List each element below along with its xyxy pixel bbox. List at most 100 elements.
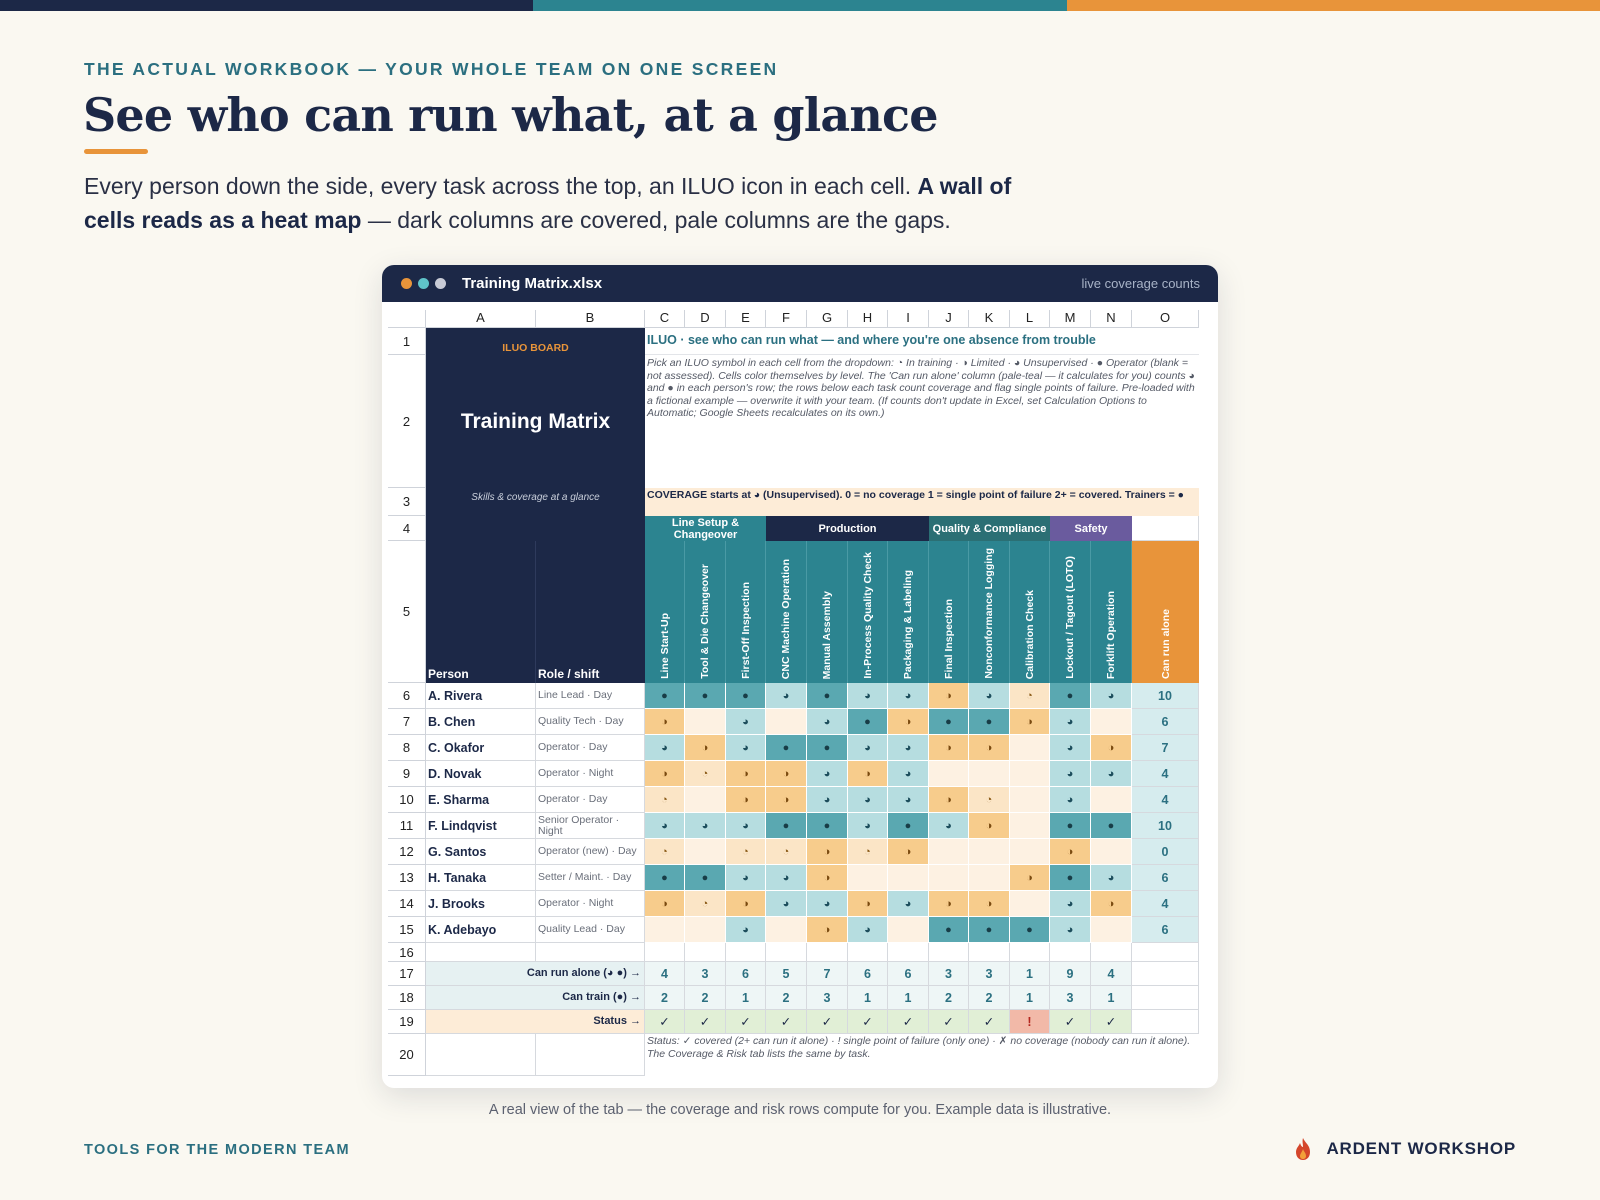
skill-cell[interactable]: ● — [807, 813, 848, 839]
skill-cell[interactable]: ◑ — [969, 735, 1010, 761]
summary-value[interactable]: 5 — [766, 962, 807, 986]
column-header-g[interactable]: G — [807, 310, 848, 328]
skill-cell[interactable]: ◑ — [1050, 839, 1091, 865]
skill-cell[interactable]: ◕ — [645, 813, 685, 839]
skill-cell[interactable]: ◕ — [726, 709, 766, 735]
skill-cell[interactable]: ● — [888, 813, 929, 839]
skill-cell[interactable]: ◕ — [685, 813, 726, 839]
column-header-m[interactable]: M — [1050, 310, 1091, 328]
skill-cell[interactable] — [1091, 839, 1132, 865]
skill-cell[interactable] — [685, 917, 726, 943]
skill-cell[interactable]: ● — [645, 683, 685, 709]
person-role[interactable]: Quality Lead · Day — [536, 917, 645, 943]
skill-cell[interactable]: ◔ — [969, 787, 1010, 813]
skill-cell[interactable]: ◕ — [1091, 865, 1132, 891]
skill-cell[interactable] — [1091, 709, 1132, 735]
skill-cell[interactable]: ◑ — [969, 891, 1010, 917]
skill-cell[interactable]: ◕ — [807, 761, 848, 787]
skill-cell[interactable]: ◕ — [807, 891, 848, 917]
skill-cell[interactable]: ◕ — [969, 683, 1010, 709]
summary-value[interactable]: 6 — [726, 962, 766, 986]
skill-cell[interactable]: ◑ — [848, 891, 888, 917]
skill-cell[interactable]: ◑ — [929, 787, 969, 813]
column-header-j[interactable]: J — [929, 310, 969, 328]
skill-cell[interactable]: ◕ — [807, 709, 848, 735]
person-role[interactable]: Operator · Night — [536, 891, 645, 917]
person-role[interactable]: Operator · Day — [536, 735, 645, 761]
skill-cell[interactable] — [766, 709, 807, 735]
skill-cell[interactable]: ◕ — [848, 683, 888, 709]
skill-cell[interactable] — [766, 917, 807, 943]
column-header-d[interactable]: D — [685, 310, 726, 328]
row-number-3[interactable]: 3 — [388, 488, 426, 516]
skill-cell[interactable]: ● — [969, 917, 1010, 943]
row-number-19[interactable]: 19 — [388, 1010, 426, 1034]
skill-cell[interactable]: ◕ — [888, 735, 929, 761]
person-name[interactable]: E. Sharma — [426, 787, 536, 813]
person-name[interactable]: H. Tanaka — [426, 865, 536, 891]
skill-cell[interactable]: ◕ — [929, 813, 969, 839]
skill-cell[interactable]: ◕ — [1091, 683, 1132, 709]
summary-value[interactable]: 2 — [685, 986, 726, 1010]
blank-cell[interactable] — [888, 943, 929, 962]
task-header-6[interactable]: In-Process Quality Check — [848, 541, 888, 683]
summary-value[interactable]: ✓ — [888, 1010, 929, 1034]
skill-cell[interactable]: ● — [766, 735, 807, 761]
skill-cell[interactable]: ◑ — [969, 813, 1010, 839]
skill-cell[interactable]: ◔ — [645, 787, 685, 813]
skill-cell[interactable] — [888, 865, 929, 891]
skill-cell[interactable]: ◕ — [726, 865, 766, 891]
skill-cell[interactable]: ◔ — [726, 839, 766, 865]
skill-cell[interactable]: ◑ — [726, 891, 766, 917]
summary-value[interactable]: 2 — [766, 986, 807, 1010]
can-run-alone-count[interactable]: 6 — [1132, 865, 1199, 891]
skill-cell[interactable]: ◕ — [848, 917, 888, 943]
can-run-alone-count[interactable]: 6 — [1132, 917, 1199, 943]
can-run-alone-count[interactable]: 4 — [1132, 761, 1199, 787]
column-header-i[interactable]: I — [888, 310, 929, 328]
skill-cell[interactable]: ◑ — [726, 787, 766, 813]
column-header-h[interactable]: H — [848, 310, 888, 328]
skill-cell[interactable]: ◕ — [1050, 917, 1091, 943]
skill-cell[interactable]: ◔ — [685, 891, 726, 917]
summary-value[interactable]: 1 — [888, 986, 929, 1010]
column-header-e[interactable]: E — [726, 310, 766, 328]
column-header-o[interactable]: O — [1132, 310, 1199, 328]
skill-cell[interactable]: ◕ — [807, 787, 848, 813]
skill-cell[interactable]: ◕ — [1050, 709, 1091, 735]
skill-cell[interactable]: ◑ — [645, 891, 685, 917]
column-header-k[interactable]: K — [969, 310, 1010, 328]
summary-value[interactable]: ✓ — [807, 1010, 848, 1034]
skill-cell[interactable]: ◕ — [726, 813, 766, 839]
skill-cell[interactable]: ● — [1091, 813, 1132, 839]
column-header-a[interactable]: A — [426, 310, 536, 328]
person-role[interactable]: Line Lead · Day — [536, 683, 645, 709]
summary-value[interactable]: ✓ — [1091, 1010, 1132, 1034]
skill-cell[interactable]: ◔ — [685, 761, 726, 787]
task-header-1[interactable]: Line Start-Up — [645, 541, 685, 683]
row-number-11[interactable]: 11 — [388, 813, 426, 839]
skill-cell[interactable] — [969, 761, 1010, 787]
summary-value[interactable]: 3 — [1050, 986, 1091, 1010]
person-name[interactable]: K. Adebayo — [426, 917, 536, 943]
skill-cell[interactable]: ◕ — [888, 761, 929, 787]
skill-cell[interactable]: ◑ — [929, 735, 969, 761]
row-number-10[interactable]: 10 — [388, 787, 426, 813]
summary-value[interactable]: 6 — [888, 962, 929, 986]
person-name[interactable]: F. Lindqvist — [426, 813, 536, 839]
skill-cell[interactable]: ● — [807, 683, 848, 709]
skill-cell[interactable]: ● — [848, 709, 888, 735]
blank-cell[interactable] — [426, 1034, 536, 1076]
row-number-5[interactable]: 5 — [388, 541, 426, 683]
summary-value[interactable]: 2 — [929, 986, 969, 1010]
skill-cell[interactable] — [929, 865, 969, 891]
skill-cell[interactable] — [1091, 787, 1132, 813]
skill-cell[interactable] — [969, 865, 1010, 891]
person-name[interactable]: D. Novak — [426, 761, 536, 787]
blank-cell[interactable] — [848, 943, 888, 962]
skill-cell[interactable]: ● — [969, 709, 1010, 735]
row-number-1[interactable]: 1 — [388, 328, 426, 355]
skill-cell[interactable] — [1010, 813, 1050, 839]
skill-cell[interactable]: ● — [1050, 865, 1091, 891]
skill-cell[interactable]: ● — [807, 735, 848, 761]
